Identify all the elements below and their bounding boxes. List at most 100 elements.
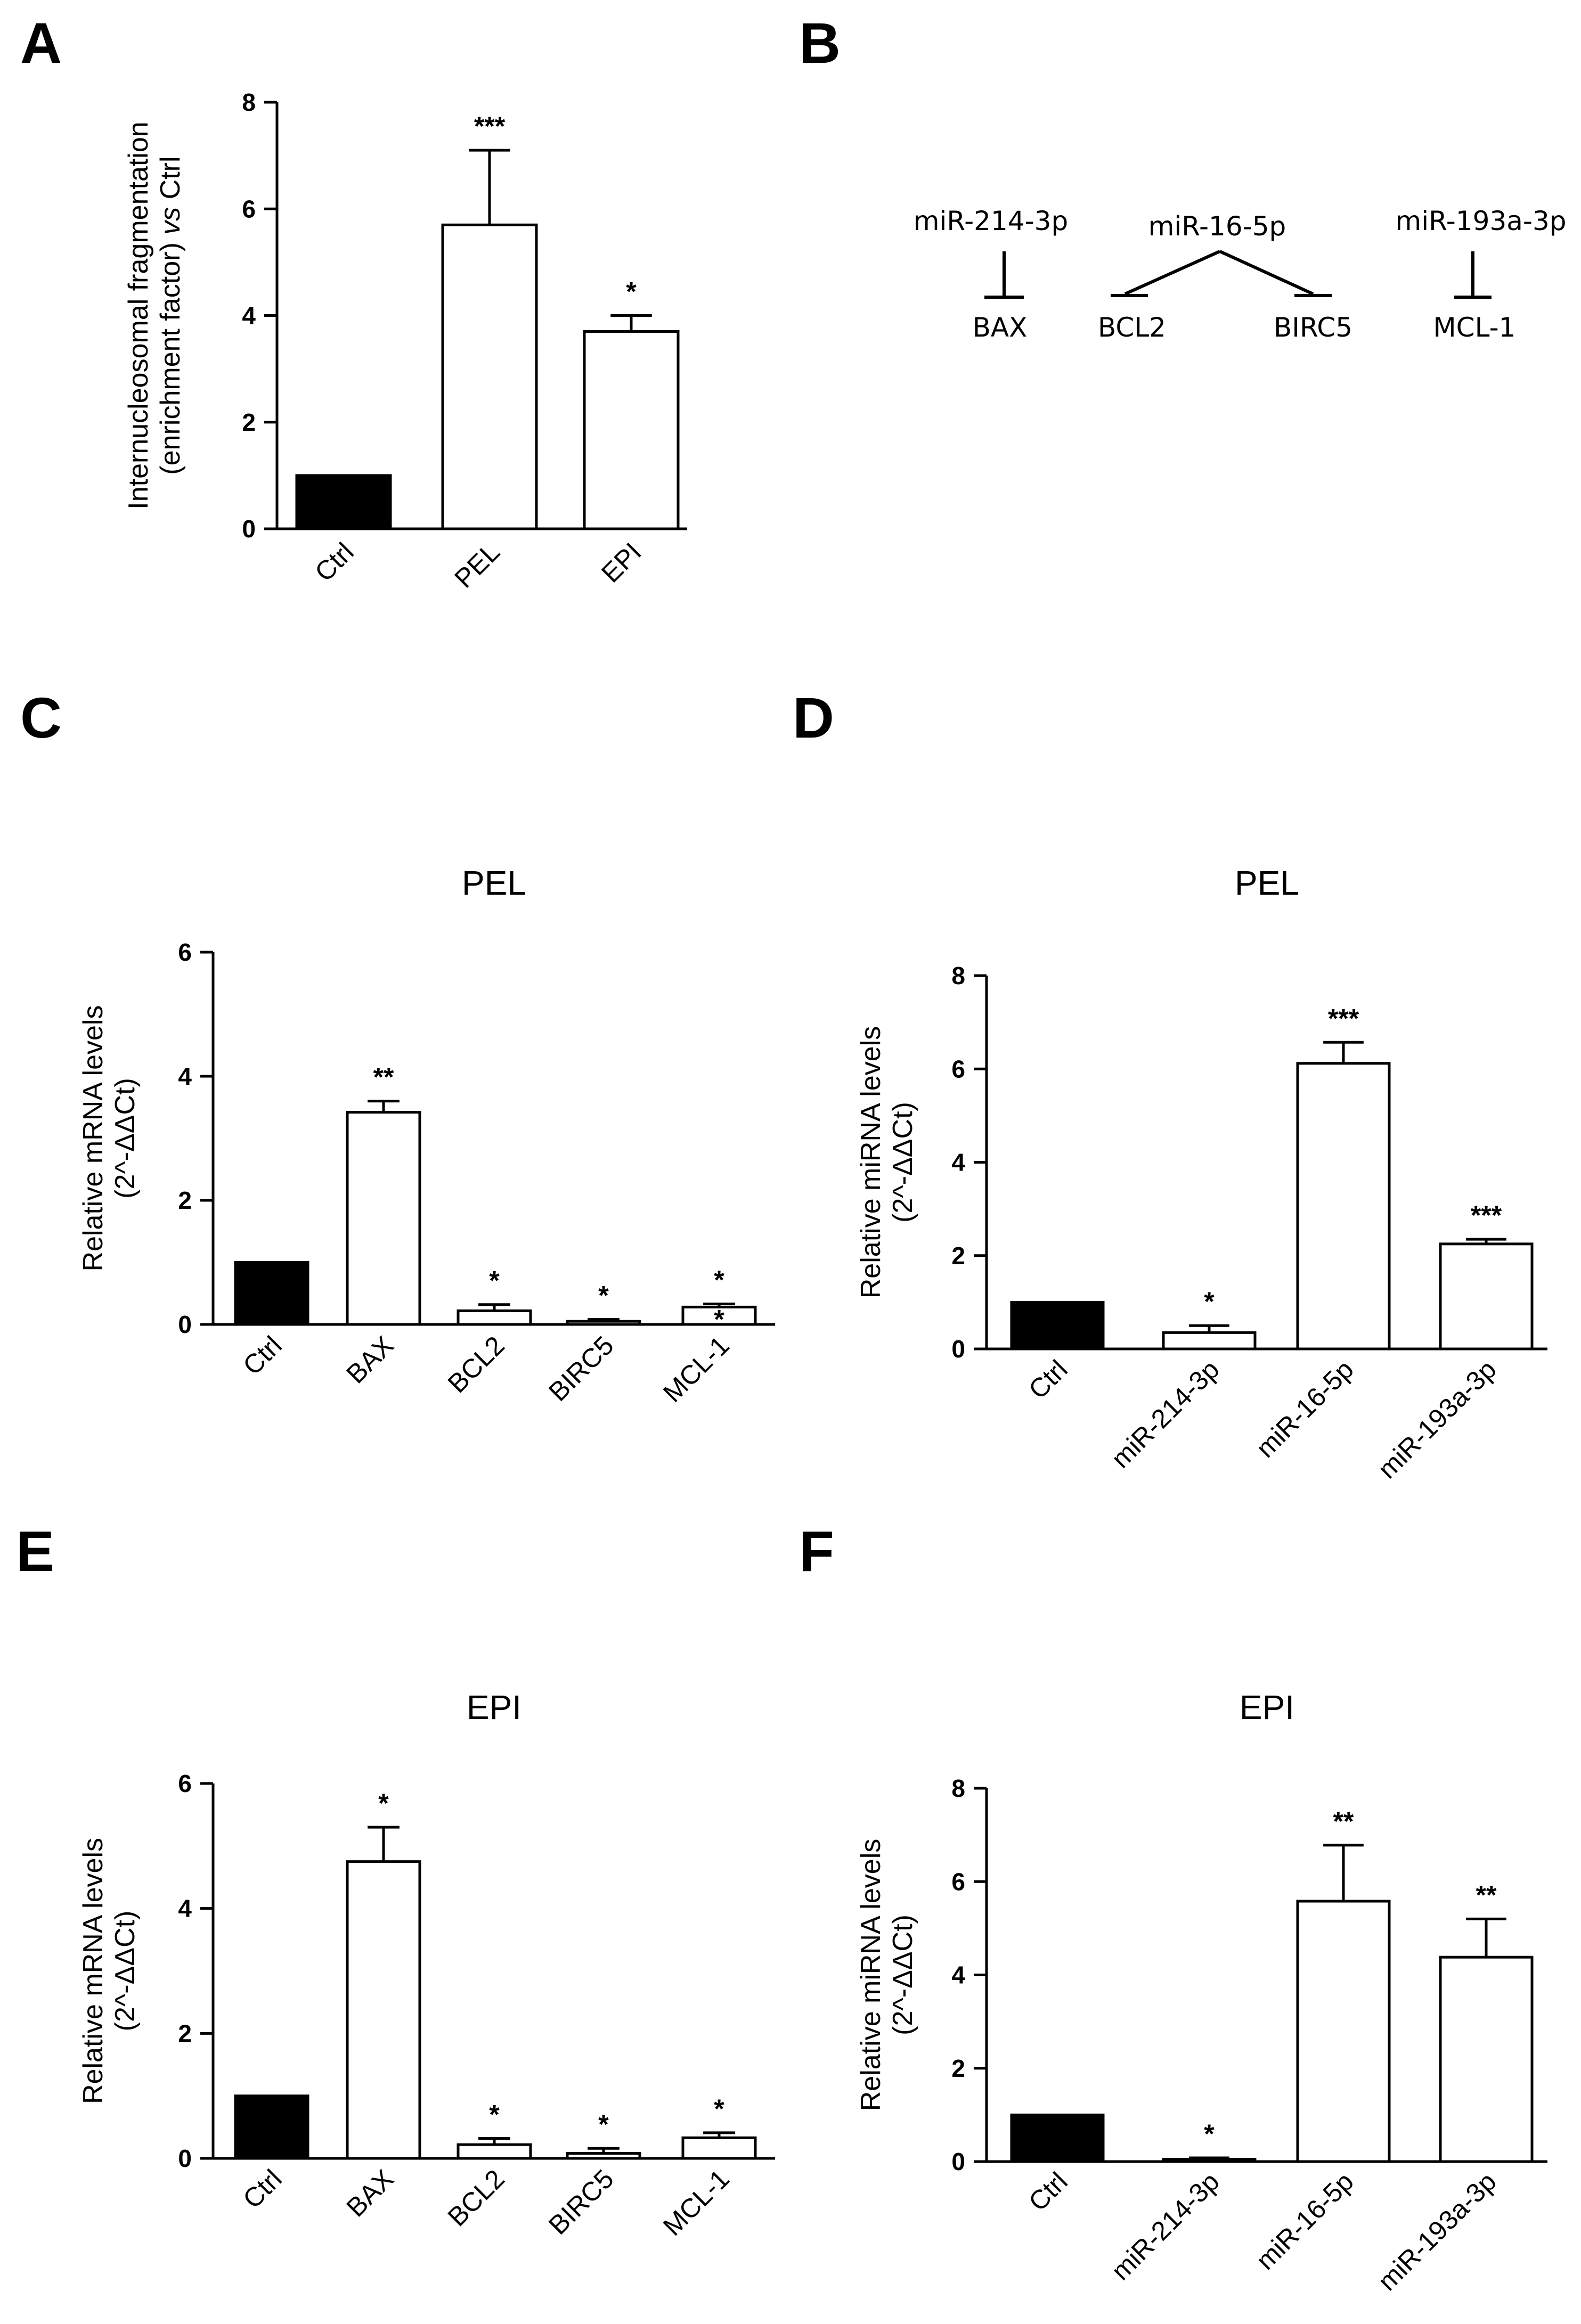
diagram-target-bcl2: BCL2 (1098, 312, 1166, 343)
significance-a-2-0: * (626, 277, 637, 307)
y-tick-label-f-1: 2 (951, 2055, 965, 2082)
category-label-f-1: miR-214-3p (1105, 2166, 1225, 2286)
bar-a-1 (441, 223, 538, 530)
significance-d-2-0: *** (1328, 1003, 1359, 1033)
category-label-e-1: BAX (340, 2164, 399, 2222)
y-axis-label-line1-c: Relative mRNA levels (78, 1005, 109, 1272)
bar-c-1 (346, 1111, 421, 1326)
y-axis-label-line2-prefix-a: (enrichment factor) (155, 235, 186, 475)
significance-f-1-0: * (1204, 2119, 1215, 2149)
chart-panel-a: 0 2 4 6 8 Internucleosomal fragmentation(enri… (123, 88, 687, 594)
y-tick-label-a-0: 0 (242, 515, 256, 543)
bar-a-0 (295, 474, 392, 530)
bar-c-3 (566, 1320, 641, 1326)
significance-d-1-0: * (1204, 1287, 1215, 1316)
panel-letter-f: F (799, 1519, 834, 1583)
significance-e-2-0: * (489, 2099, 500, 2129)
y-axis-label-f: Relative miRNA levels(2^-ΔΔCt) (855, 1839, 918, 2112)
y-axis-label-line2-italic-a: vs (155, 207, 186, 235)
bar-f-3 (1439, 1955, 1534, 2163)
y-axis-label-line1-f: Relative miRNA levels (855, 1839, 886, 2112)
bar-f-2 (1296, 1900, 1391, 2163)
y-tick-label-c-2: 4 (178, 1062, 192, 1090)
category-label-f-2: miR-16-5p (1250, 2166, 1359, 2276)
category-label-a-1: PEL (449, 537, 505, 593)
category-label-c-0: Ctrl (237, 1330, 288, 1381)
diagram-target-mcl1: MCL-1 (1433, 312, 1516, 343)
significance-c-4-1: * (714, 1304, 724, 1334)
significance-f-2-0: ** (1333, 1806, 1354, 1836)
y-tick-label-e-0: 0 (178, 2145, 192, 2172)
bar-e-3 (566, 2152, 641, 2160)
chart-panel-c: PEL 0 2 4 6 Relative mRNA levels(2^-ΔΔCt) Ctrl… (78, 864, 775, 1408)
y-axis-label-e: Relative mRNA levels(2^-ΔΔCt) (78, 1838, 141, 2104)
y-tick-label-f-4: 8 (951, 1774, 965, 1802)
charts-container: 0 2 4 6 8 Internucleosomal fragmentation(enri… (78, 88, 1547, 2296)
significance-c-2-0: * (489, 1266, 500, 1296)
significance-e-3-0: * (598, 2109, 609, 2139)
bar-d-0 (1010, 1300, 1105, 1351)
chart-panel-d: PEL 0 2 4 6 8 Relative miRNA levels(2^-ΔΔCt) Ct… (855, 864, 1547, 1484)
y-axis-label-line2-suffix-a: Ctrl (155, 156, 186, 207)
category-label-c-2: BCL2 (442, 1330, 510, 1398)
y-axis-label-line1-a: Internucleosomal fragmentation (123, 121, 154, 509)
y-axis-label-line2-d: (2^-ΔΔCt) (887, 1102, 918, 1223)
diagram-mirna-193a: miR-193a-3p (1395, 206, 1566, 236)
category-label-e-4: MCL-1 (657, 2164, 735, 2241)
y-tick-label-e-1: 2 (178, 2019, 192, 2047)
bar-e-0 (234, 2094, 309, 2160)
category-label-f-0: Ctrl (1023, 2166, 1073, 2217)
category-label-e-2: BCL2 (442, 2164, 510, 2232)
bar-f-1 (1162, 2158, 1257, 2163)
bar-d-3 (1439, 1242, 1534, 1351)
significance-f-3-0: ** (1476, 1880, 1497, 1910)
panel-letter-b: B (799, 11, 841, 75)
category-label-c-3: BIRC5 (543, 1330, 620, 1407)
chart-title-d: PEL (1235, 864, 1299, 902)
panel-letter-c: C (20, 685, 62, 750)
category-label-a-0: Ctrl (309, 537, 360, 587)
y-axis-label-line2-f: (2^-ΔΔCt) (887, 1914, 918, 2035)
y-axis-label-line1-e: Relative mRNA levels (78, 1838, 109, 2104)
diagram-target-bax: BAX (973, 312, 1028, 343)
category-label-e-0: Ctrl (237, 2164, 288, 2214)
y-axis-label-line2-c: (2^-ΔΔCt) (110, 1078, 141, 1199)
y-tick-label-d-3: 6 (951, 1055, 965, 1083)
chart-title-e: EPI (467, 1688, 521, 1726)
y-tick-label-d-4: 8 (951, 962, 965, 989)
y-tick-label-c-1: 2 (178, 1186, 192, 1214)
significance-a-1-0: *** (474, 111, 506, 141)
bar-d-1 (1162, 1331, 1257, 1351)
inhibition-stem-bcl2 (1124, 250, 1221, 296)
significance-c-3-0: * (598, 1281, 609, 1311)
category-label-d-0: Ctrl (1023, 1354, 1073, 1405)
y-axis-label-line2-e: (2^-ΔΔCt) (110, 1911, 141, 2032)
y-tick-label-c-0: 0 (178, 1311, 192, 1338)
bar-c-2 (457, 1309, 532, 1326)
y-tick-label-a-1: 2 (242, 408, 256, 436)
y-tick-label-f-0: 0 (951, 2148, 965, 2175)
diagram-mirna-16: miR-16-5p (1148, 211, 1286, 242)
y-tick-label-d-1: 2 (951, 1242, 965, 1270)
significance-c-4-0: * (714, 1265, 724, 1295)
category-label-d-2: miR-16-5p (1250, 1354, 1359, 1463)
category-label-d-1: miR-214-3p (1105, 1354, 1225, 1474)
bar-e-4 (681, 2136, 757, 2160)
y-tick-label-a-2: 4 (242, 302, 256, 330)
bar-d-2 (1296, 1062, 1391, 1351)
category-label-e-3: BIRC5 (543, 2164, 620, 2240)
panel-letter-d: D (793, 685, 834, 750)
mirna-target-diagram: miR-214-3p BAX miR-16-5p BCL2 BIRC5 miR-… (914, 206, 1567, 343)
y-tick-label-d-0: 0 (951, 1335, 965, 1363)
chart-title-c: PEL (462, 864, 526, 902)
y-axis-label-line2-a: (enrichment factor) vs Ctrl (155, 156, 186, 474)
significance-e-1-0: * (378, 1788, 389, 1818)
panel-letter-e: E (16, 1519, 54, 1583)
category-label-f-3: miR-193a-3p (1372, 2166, 1502, 2296)
y-axis-label-d: Relative miRNA levels(2^-ΔΔCt) (855, 1026, 918, 1299)
significance-d-3-0: *** (1471, 1200, 1502, 1230)
category-label-c-1: BAX (340, 1330, 399, 1389)
significance-c-1-0: ** (373, 1062, 394, 1092)
category-label-d-3: miR-193a-3p (1372, 1354, 1502, 1484)
